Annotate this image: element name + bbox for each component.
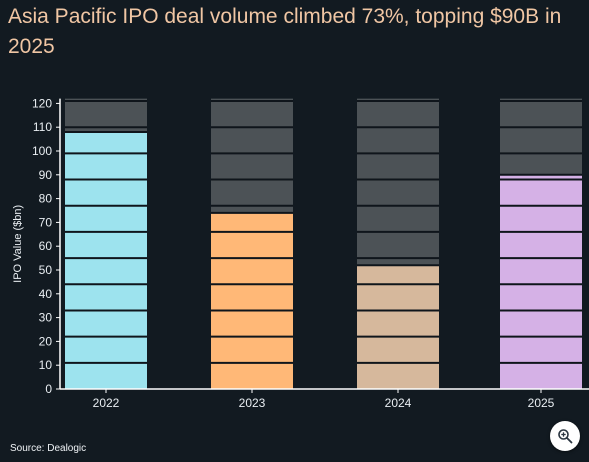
x-tick-label: 2025 [528, 396, 555, 410]
bar-2023 [211, 212, 293, 389]
y-tick-label: 50 [39, 263, 53, 277]
y-tick-label: 30 [39, 311, 53, 325]
bar-2022 [65, 131, 147, 389]
x-tick-label: 2023 [239, 396, 266, 410]
y-tick-label: 80 [39, 192, 53, 206]
x-tick-label: 2022 [93, 396, 120, 410]
y-tick-label: 90 [39, 168, 53, 182]
source-note: Source: Dealogic [10, 443, 87, 454]
y-tick-label: 40 [39, 287, 53, 301]
bar-remainder-2025 [500, 98, 582, 175]
zoom-in-icon [558, 429, 573, 444]
y-tick-label: 20 [39, 334, 53, 348]
x-tick-label: 2024 [385, 396, 412, 410]
y-tick-label: 0 [45, 382, 52, 396]
bar-remainder-2024 [357, 98, 439, 266]
bar-2025 [500, 174, 582, 389]
y-tick-label: 100 [32, 144, 52, 158]
zoom-button[interactable] [550, 421, 580, 451]
bar-remainder-2023 [211, 98, 293, 213]
bar-2024 [357, 265, 439, 389]
y-axis-label: IPO Value ($bn) [12, 205, 24, 283]
y-tick-label: 120 [32, 96, 52, 110]
y-tick-label: 10 [39, 358, 53, 372]
y-tick-label: 60 [39, 239, 53, 253]
y-tick-label: 70 [39, 215, 53, 229]
y-tick-label: 110 [33, 120, 52, 134]
chart-title: Asia Pacific IPO deal volume climbed 73%… [8, 5, 562, 58]
